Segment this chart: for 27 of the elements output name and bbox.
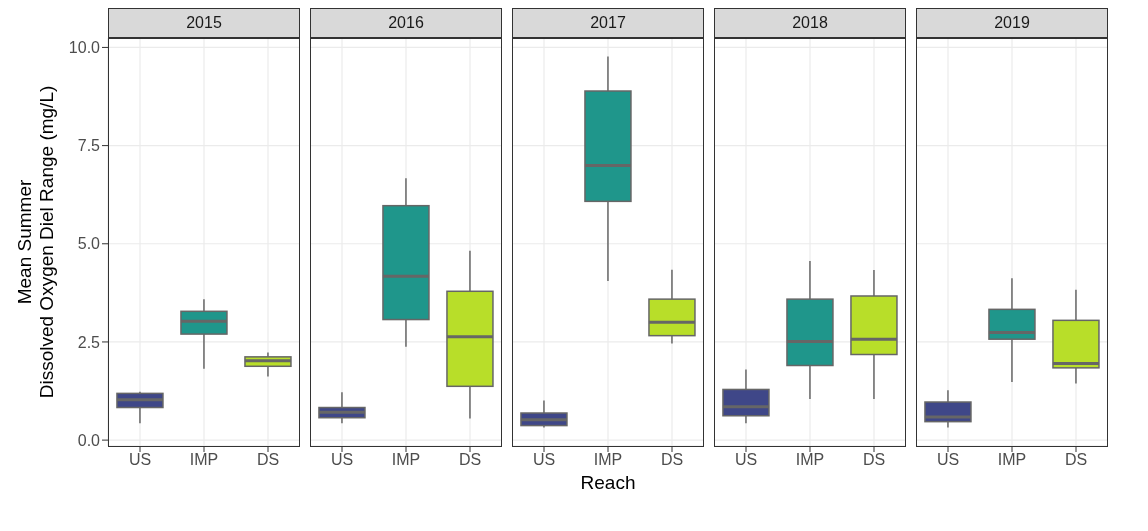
x-tick-label: US [734, 451, 758, 469]
chart-title: 2015 [108, 8, 300, 38]
chart-title: 2018 [714, 8, 906, 38]
x-tick-label: US [128, 451, 152, 469]
x-tick-label: DS [660, 451, 684, 469]
chart-title: 2016 [310, 8, 502, 38]
x-tick-label: DS [862, 451, 886, 469]
y-tick-label: 0.0 [77, 431, 101, 449]
chart-title: 2017 [512, 8, 704, 38]
x-tick-label: US [330, 451, 354, 469]
x-tick-label: IMP [997, 451, 1027, 469]
x-tick-label: IMP [795, 451, 825, 469]
y-tick-label: 5.0 [77, 235, 101, 253]
x-tick-label: IMP [391, 451, 421, 469]
x-tick-label: US [532, 451, 556, 469]
x-tick-label: DS [256, 451, 280, 469]
x-tick-label: IMP [593, 451, 623, 469]
y-tick-label: 7.5 [77, 137, 101, 155]
x-tick-label: IMP [189, 451, 219, 469]
x-tick-label: DS [458, 451, 482, 469]
chart-title: 2019 [916, 8, 1108, 38]
y-tick-label: 2.5 [77, 333, 101, 351]
x-tick-label: DS [1064, 451, 1088, 469]
x-axis-title: Reach [579, 472, 637, 494]
y-axis-title: Mean Summer Dissolved Oxygen Diel Range (mg/L) [14, 85, 58, 399]
x-tick-label: US [936, 451, 960, 469]
y-tick-label: 10.0 [68, 39, 101, 57]
